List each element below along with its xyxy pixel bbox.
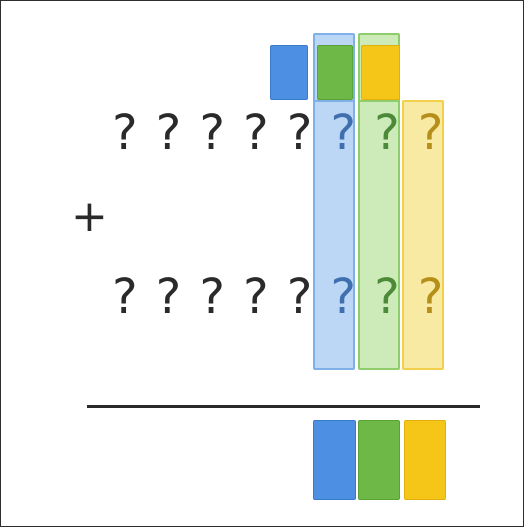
digit-4: ? xyxy=(243,269,269,325)
digit-2: ? xyxy=(155,105,182,161)
digit-4: ? xyxy=(243,105,269,161)
digit-3: ? xyxy=(199,105,225,161)
digit-7: ? xyxy=(374,105,400,161)
digit-3: ? xyxy=(199,269,225,325)
digit-8: ? xyxy=(417,269,444,325)
digit-1: ? xyxy=(112,269,138,325)
digit-5: ? xyxy=(286,105,313,161)
digit-5: ? xyxy=(286,269,313,325)
result-box-blue xyxy=(313,420,356,500)
addend-row-2: ? ? ? ? ? ? ? ? xyxy=(103,267,453,327)
column-highlight-yellow xyxy=(402,100,444,370)
column-highlight-green xyxy=(358,100,400,370)
sum-line xyxy=(87,405,480,408)
carry-box-blue xyxy=(270,45,308,100)
carry-box-green xyxy=(317,45,353,100)
result-box-yellow xyxy=(404,420,446,500)
digit-1: ? xyxy=(112,105,138,161)
plus-sign: + xyxy=(71,191,108,242)
digit-7: ? xyxy=(374,269,400,325)
digit-2: ? xyxy=(155,269,182,325)
carry-box-yellow xyxy=(361,45,400,100)
digit-6: ? xyxy=(330,269,357,325)
addend-row-1: ? ? ? ? ? ? ? ? xyxy=(103,103,453,163)
digit-8: ? xyxy=(417,105,444,161)
column-highlight-blue xyxy=(313,100,355,370)
result-box-green xyxy=(358,420,400,500)
digit-6: ? xyxy=(330,105,357,161)
